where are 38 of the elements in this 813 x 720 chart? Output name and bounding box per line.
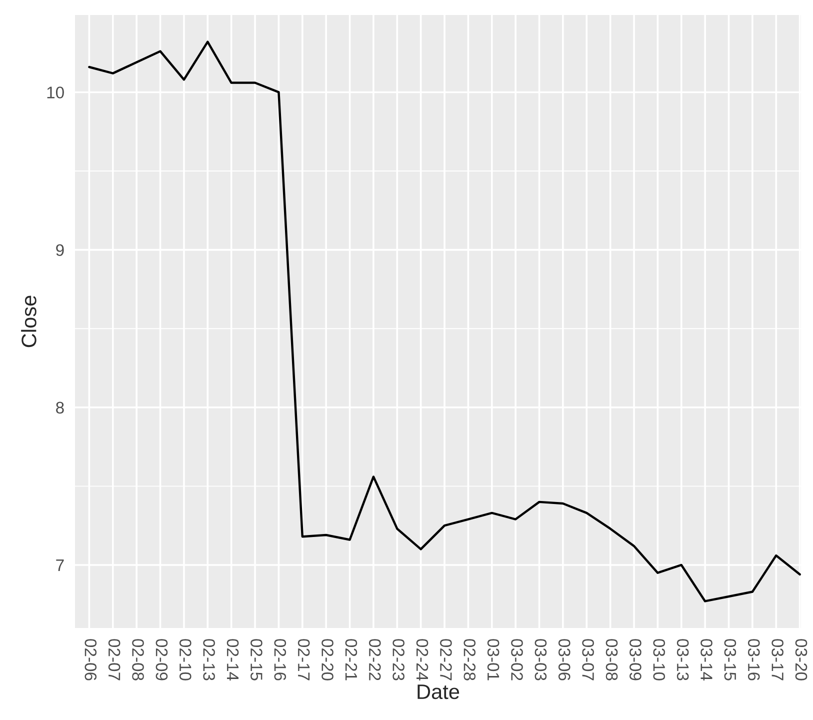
x-tick-label: 03-20: [795, 639, 808, 680]
y-tick-label: 8: [56, 402, 64, 414]
x-tick-label: 02-23: [392, 639, 404, 680]
x-tick-label: 03-09: [630, 639, 642, 680]
x-tick-label: 03-17: [772, 639, 784, 680]
x-tick-label: 02-07: [108, 639, 120, 680]
x-tick-label: 02-15: [250, 639, 262, 680]
x-tick-label: 02-28: [464, 639, 476, 680]
x-tick-label: 02-17: [298, 639, 310, 680]
x-tick-label: 02-09: [156, 639, 168, 680]
y-tick-label: 9: [56, 244, 64, 256]
x-tick-label: 02-06: [84, 639, 97, 680]
x-tick-label: 02-16: [274, 639, 286, 680]
x-tick-label: 02-24: [416, 639, 428, 681]
x-tick-label: 02-22: [368, 639, 381, 680]
x-tick-label: 03-08: [606, 639, 618, 680]
y-tick-label: 10: [47, 86, 64, 98]
x-tick-label: 02-27: [440, 639, 452, 680]
x-tick-label: 02-08: [132, 639, 144, 680]
x-axis-title: Date: [418, 684, 460, 700]
x-tick-label: 02-14: [226, 639, 239, 681]
x-tick-label: 03-06: [558, 639, 570, 680]
x-tick-label: 03-01: [487, 639, 500, 680]
x-tick-label: 02-13: [203, 639, 215, 680]
x-tick-label: 03-07: [582, 639, 594, 680]
x-tick-label: 03-14: [700, 639, 712, 681]
y-axis-title: Close: [21, 296, 36, 348]
line-series: [88, 40, 801, 602]
y-tick-label: 7: [56, 560, 64, 572]
x-tick-label: 03-10: [653, 639, 666, 680]
x-tick-label: 03-16: [748, 639, 760, 680]
x-tick-label: 03-13: [676, 639, 689, 680]
x-tick-label: 02-10: [179, 639, 192, 680]
x-tick-label: 03-03: [534, 639, 547, 680]
x-tick-label: 03-15: [724, 639, 736, 680]
x-tick-label: 02-21: [345, 639, 358, 680]
x-tick-label: 02-20: [322, 639, 334, 680]
x-tick-label: 03-02: [511, 639, 523, 680]
